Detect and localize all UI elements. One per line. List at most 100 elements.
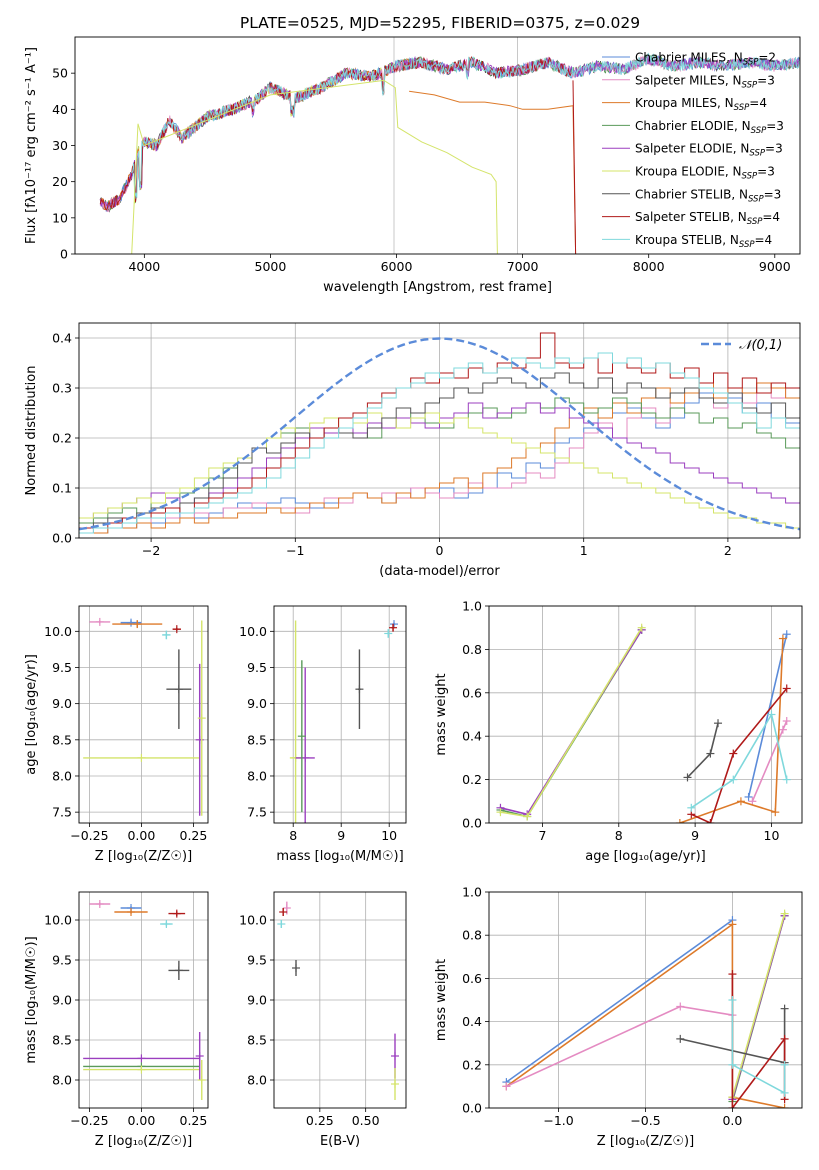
x-tick-label: 7000 [507,259,539,274]
x-tick-label: 0.50 [352,1113,380,1128]
histogram-step [79,372,800,529]
y-tick-label: 0.8 [462,928,482,943]
legend-subscript: SSP [747,217,763,227]
y-tick-label: 7.5 [247,805,267,820]
spectrum-line [131,52,800,200]
y-tick-label: 0.3 [52,381,72,396]
y-tick-label: 8.5 [247,1033,267,1048]
axes-frame [488,605,803,824]
y-tick-label: 30 [52,138,68,153]
y-tick-label: 8.0 [247,768,267,783]
legend-text: Salpeter STELIB, N [635,210,747,224]
x-axis-label: Z [log₁₀(Z/Z☉)] [597,1134,694,1149]
y-tick-label: 8.5 [52,1033,72,1048]
axes-frame [78,605,209,824]
x-tick-label: 9 [337,828,345,843]
legend: 𝒩(0,1) [701,338,782,353]
legend-subscript: SSP [743,58,759,68]
y-tick-label: 20 [52,174,68,189]
legend-text: =4 [762,210,780,224]
legend-subscript: SSP [748,194,764,204]
x-axis-label: E(B-V) [320,1134,360,1149]
x-tick-label: 1 [580,543,588,558]
y-tick-label: 10 [52,210,68,225]
y-tick-label: 0.0 [462,816,482,831]
y-tick-label: 0.0 [52,531,72,546]
x-axis-label: Z [log₁₀(Z/Z☉)] [95,1134,192,1149]
panel-massweight-vs-Z: −1.0 −0.5 0.0 0.0 0.2 0.4 0.6 0.8 1.0 Z [log₁₀(Z/… [434,885,803,1149]
y-tick-label: 7.5 [52,805,72,820]
plot-area [99,37,800,254]
x-tick-label: 2 [724,543,732,558]
panel-spectrum: 4000 5000 6000 7000 8000 9000 0 10 20 30 40 50 wavel… [24,36,801,295]
legend-label: 𝒩(0,1) [739,338,782,353]
y-tick-label: 0.2 [462,772,482,787]
x-tick-label: 10 [764,828,780,843]
weight-line [731,913,786,1098]
y-tick-label: 9.0 [247,993,267,1008]
y-tick-label: 10.0 [44,913,72,928]
y-tick-label: 0.0 [462,1101,482,1116]
axes-frame [78,891,209,1109]
plot-area [502,909,789,1108]
x-tick-label: 0.25 [306,1113,334,1128]
legend-text: =3 [757,73,775,87]
x-axis-label: wavelength [Angstrom, rest frame] [323,280,552,295]
legend-subscript: SSP [742,80,758,90]
x-tick-label: 0.00 [127,828,155,843]
x-tick-label: 0.00 [127,1113,155,1128]
plot-area [496,623,791,823]
legend-text: Salpeter ELODIE, N [635,142,749,156]
legend-label: Chabrier STELIB, NSSP=3 [635,187,781,204]
weight-line [679,638,784,823]
y-tick-label: 0.6 [462,685,482,700]
x-tick-label: 5000 [255,259,287,274]
legend-label: Salpeter STELIB, NSSP=4 [635,210,780,227]
legend-text: Chabrier STELIB, N [635,187,748,201]
x-tick-label: 8 [289,828,297,843]
axes-frame [273,605,407,824]
panel-massweight-vs-age: 7 8 9 10 0.0 0.2 0.4 0.6 0.8 1.0 age [log₁₀(age/yr… [434,599,803,864]
x-tick-label: 4000 [128,259,160,274]
plot-area [83,617,206,816]
legend-text: Chabrier ELODIE, N [635,119,751,133]
legend-text: =3 [764,187,782,201]
legend-label: Chabrier MILES, NSSP=2 [635,51,776,68]
legend-subscript: SSP [749,149,765,159]
panel-mass-vs-Z: −0.25 0.00 0.25 8.0 8.5 9.0 9.5 10.0 Z [log₁₀(Z/… [24,891,209,1149]
y-tick-label: 0.2 [462,1057,482,1072]
y-axis-label: Normed distribution [24,366,39,496]
plot-area [277,901,399,1100]
y-tick-label: 0.2 [52,431,72,446]
x-tick-label: −0.25 [70,828,108,843]
y-tick-label: 8.0 [52,1073,72,1088]
y-tick-label: 10.0 [239,624,267,639]
x-tick-label: −1.0 [543,1113,573,1128]
y-tick-label: 8.5 [247,732,267,747]
x-tick-label: 7 [538,828,546,843]
x-tick-label: 9 [691,828,699,843]
figure-title: PLATE=0525, MJD=52295, FIBERID=0375, z=0… [240,14,640,32]
histogram-step [79,412,800,529]
x-tick-label: 8 [615,828,623,843]
plot-area [79,332,800,534]
x-tick-label: −2 [142,543,160,558]
legend-text: =2 [758,51,776,65]
legend-subscript: SSP [751,126,767,136]
legend-text: =4 [749,96,767,110]
panel-mass-vs-EBV: 0.25 0.50 8.0 8.5 9.0 9.5 10.0 E(B-V) [239,891,407,1149]
y-tick-label: 0.8 [462,642,482,657]
panel-age-vs-Z: −0.25 0.00 0.25 7.5 8.0 8.5 9.0 9.5 10.0 Z [log₁₀… [24,605,209,864]
normal-curve [79,337,800,531]
y-tick-label: 9.5 [52,660,72,675]
y-tick-label: 9.5 [52,953,72,968]
histogram-step [79,352,800,534]
x-tick-label: −1 [286,543,304,558]
y-tick-label: 0.1 [52,481,72,496]
weight-line [747,634,788,798]
plot-area [289,620,398,823]
y-tick-label: 50 [52,66,68,81]
y-tick-label: 8.0 [247,1073,267,1088]
plot-area [83,900,206,1100]
